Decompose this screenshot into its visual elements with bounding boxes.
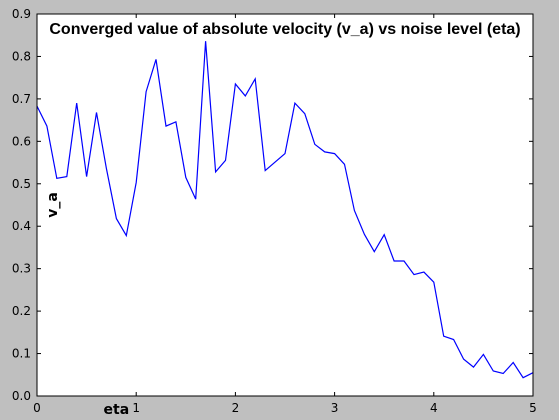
x-tick-labels: 0 1 2 3 4 5 [33,401,537,415]
x-tick-label: 3 [331,401,339,415]
y-tick-label: 0.2 [12,304,31,318]
y-tick-label: 0.5 [12,177,31,191]
x-tick-label: 5 [529,401,537,415]
y-tick-labels: 0.0 0.1 0.2 0.3 0.4 0.5 0.6 0.7 0.8 0.9 [12,7,31,403]
y-tick-label: 0.1 [12,347,31,361]
y-axis-label: v_a [45,192,61,218]
x-tick-label: 2 [232,401,240,415]
plot-area [37,14,533,396]
x-tick-label: 1 [132,401,140,415]
y-tick-label: 0.4 [12,219,31,233]
x-tick-label: 4 [430,401,438,415]
series-line-v_a [36,41,534,379]
y-tick-label: 0.7 [12,92,31,106]
y-tick-label: 0.9 [12,7,31,21]
chart-title: Converged value of absolute velocity (v_… [49,21,520,38]
y-tick-label: 0.3 [12,262,31,276]
y-tick-label: 0.0 [12,389,31,403]
plot-frame [36,13,534,397]
x-tick-label: 0 [33,401,41,415]
y-tick-label: 0.8 [12,49,31,63]
x-axis-label: eta [104,402,130,418]
y-tick-label: 0.6 [12,134,31,148]
